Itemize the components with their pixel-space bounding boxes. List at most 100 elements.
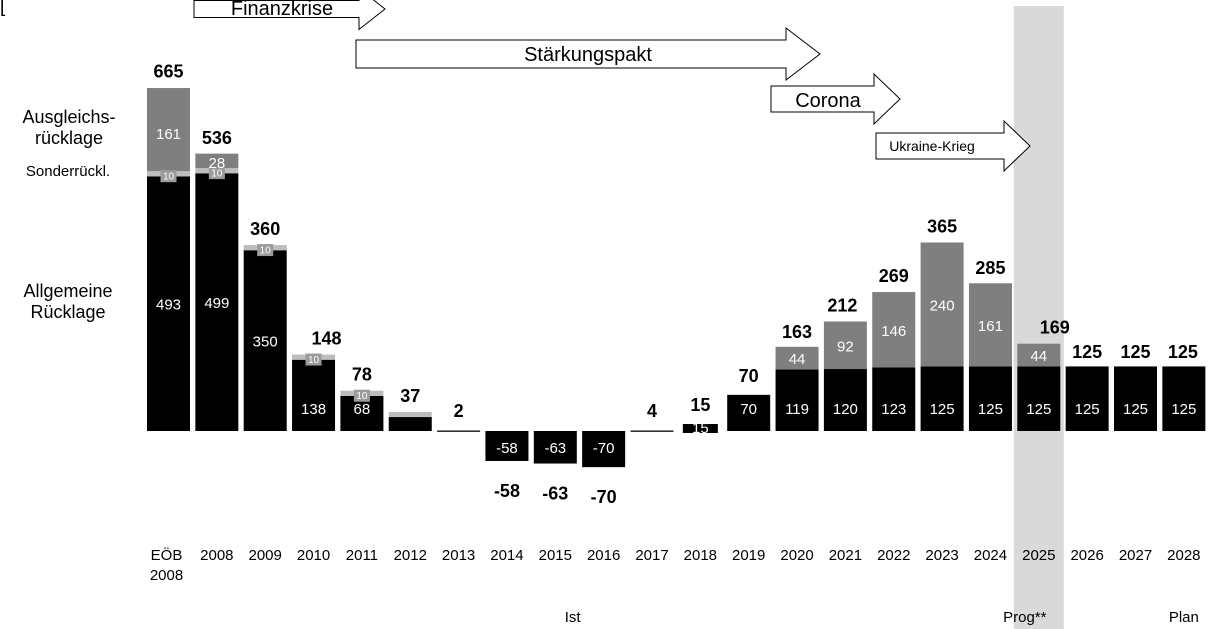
value-label-allgemeine: 70 <box>740 401 757 418</box>
total-label: 212 <box>827 296 857 316</box>
category-label: 2019 <box>732 547 765 564</box>
total-label: 665 <box>153 62 183 82</box>
value-label-sonder-bg <box>208 167 225 180</box>
value-label-allgemeine: 125 <box>1075 401 1100 418</box>
total-label: 37 <box>400 386 420 406</box>
bar-allgemeine <box>437 430 481 432</box>
bar-ausgleichsruecklage <box>968 283 1012 367</box>
bar-ausgleichsruecklage <box>147 88 190 172</box>
total-label: 285 <box>975 258 1005 278</box>
value-label-allgemeine: 493 <box>156 297 181 314</box>
value-label-allgemeine: 125 <box>930 401 955 418</box>
total-label: 269 <box>879 266 909 286</box>
total-label: -70 <box>591 487 617 507</box>
bar-allgemeine <box>1162 366 1206 431</box>
event-arrow-label: Ukraine-Krieg <box>889 138 975 154</box>
event-arrow-label: Corona <box>795 90 861 112</box>
category-label: 2028 <box>1167 547 1200 564</box>
value-label-allgemeine: 119 <box>785 401 809 418</box>
bar-allgemeine <box>1114 366 1157 431</box>
total-label: -58 <box>494 481 520 501</box>
bar-ausgleichsruecklage <box>1017 343 1061 367</box>
bar-ausgleichsruecklage <box>195 153 239 169</box>
value-label-sonder-bg <box>353 389 370 402</box>
value-label-allgemeine: -58 <box>496 440 518 457</box>
category-label: 2009 <box>249 547 282 564</box>
bar-allgemeine <box>388 417 432 431</box>
value-label-ausgleichsruecklage: 161 <box>978 318 1003 335</box>
bar-allgemeine <box>292 359 336 431</box>
category-label: 2025 <box>1022 547 1055 564</box>
value-label-ausgleichsruecklage: 161 <box>156 126 181 143</box>
category-label: 2014 <box>490 547 523 564</box>
bar-allgemeine <box>920 366 964 431</box>
bar-allgemeine <box>872 367 916 431</box>
value-label-ausgleichsruecklage: 240 <box>930 297 955 314</box>
bar-allgemeine <box>147 176 190 431</box>
value-label-allgemeine: 120 <box>833 401 858 418</box>
category-label: 2011 <box>346 547 378 564</box>
category-label: 2027 <box>1119 547 1152 564</box>
bar-allgemeine <box>727 394 771 431</box>
event-arrow <box>875 119 1031 173</box>
value-label-allgemeine: 68 <box>354 401 371 418</box>
total-label: 169 <box>1040 318 1070 338</box>
total-label: 163 <box>782 322 812 342</box>
total-label: 125 <box>1120 342 1150 362</box>
corner-mark: [ <box>0 0 6 17</box>
series-label: rücklage <box>35 128 103 148</box>
category-label: EÖB <box>151 546 183 564</box>
series-label: Rücklage <box>30 302 105 322</box>
bar-allgemeine <box>485 431 529 461</box>
bar-allgemeine <box>630 430 674 432</box>
value-label-allgemeine: 125 <box>1026 401 1051 418</box>
value-label-sonderruecklage: 10 <box>260 246 272 257</box>
phase-label: Ist <box>565 609 582 626</box>
total-label: 78 <box>352 365 372 385</box>
value-label-sonderruecklage: 10 <box>308 355 320 366</box>
bar-allgemeine <box>968 366 1012 431</box>
bar-ausgleichsruecklage <box>872 292 916 368</box>
category-label: 2012 <box>394 547 427 564</box>
category-label: 2024 <box>974 547 1007 564</box>
bar-allgemeine <box>682 424 718 433</box>
bar-allgemeine <box>775 369 819 431</box>
value-label-allgemeine: -63 <box>544 440 566 457</box>
value-label-allgemeine: 125 <box>1123 401 1148 418</box>
series-label: Allgemeine <box>23 281 112 301</box>
value-label-allgemeine: 138 <box>301 401 326 418</box>
category-label: 2008 <box>200 547 233 564</box>
category-label: 2008 <box>150 567 183 584</box>
bar-allgemeine <box>340 395 384 431</box>
bar-allgemeine <box>533 431 577 464</box>
value-label-allgemeine: 15 <box>692 420 709 437</box>
value-label-ausgleichsruecklage: 44 <box>789 351 806 368</box>
phase-label: Prog** <box>1003 609 1047 626</box>
value-label-sonder-bg <box>305 353 322 366</box>
bar-allgemeine <box>195 173 239 432</box>
value-label-sonderruecklage: 10 <box>356 391 368 402</box>
series-label: Ausgleichs- <box>22 107 115 127</box>
value-label-allgemeine: 499 <box>204 295 229 312</box>
total-label: 148 <box>312 329 342 349</box>
category-label: 2022 <box>877 547 910 564</box>
value-label-sonder-bg <box>160 170 177 183</box>
category-label: 2017 <box>635 547 668 564</box>
value-label-sonderruecklage: 10 <box>163 172 175 183</box>
total-label: 4 <box>647 401 657 421</box>
event-arrow-label: Stärkungspakt <box>524 44 652 66</box>
value-label-sonderruecklage: 10 <box>211 169 223 180</box>
total-label: 360 <box>250 219 280 239</box>
bar-sonderruecklage <box>388 411 432 418</box>
bar-allgemeine <box>823 369 867 431</box>
value-label-allgemeine: 125 <box>1171 401 1196 418</box>
event-arrow <box>355 26 821 82</box>
value-label-allgemeine: 350 <box>253 334 278 351</box>
event-arrow <box>770 72 901 126</box>
highlight-band <box>1013 6 1064 629</box>
category-label: 2013 <box>442 547 475 564</box>
series-label: Sonderrückl. <box>26 163 110 180</box>
value-label-ausgleichsruecklage: 146 <box>881 323 906 340</box>
bar-allgemeine <box>1065 366 1109 431</box>
total-label: 536 <box>202 128 232 148</box>
